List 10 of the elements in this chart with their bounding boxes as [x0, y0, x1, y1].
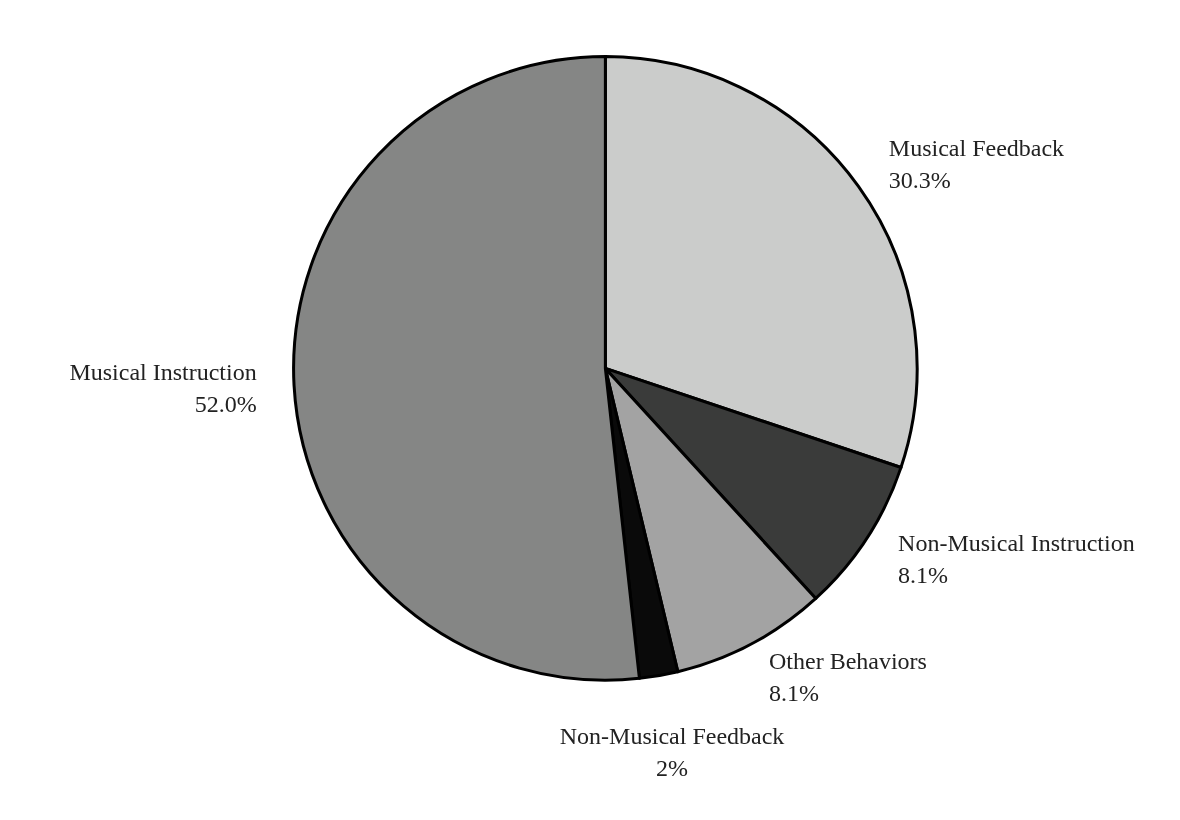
data-label: 2%	[656, 755, 689, 782]
slice-label: Musical Feedback	[888, 135, 1065, 162]
slice-label: Non-Musical Instruction	[898, 529, 1135, 556]
slice-label: Non-Musical Feedback	[559, 723, 785, 750]
data-label: 8.1%	[768, 679, 819, 706]
data-label: 8.1%	[898, 561, 949, 588]
slice-label: Other Behaviors	[768, 647, 927, 674]
data-label: 30.3%	[888, 167, 951, 194]
slice-label: Musical Instruction	[69, 358, 257, 385]
data-label: 52.0%	[194, 390, 257, 417]
